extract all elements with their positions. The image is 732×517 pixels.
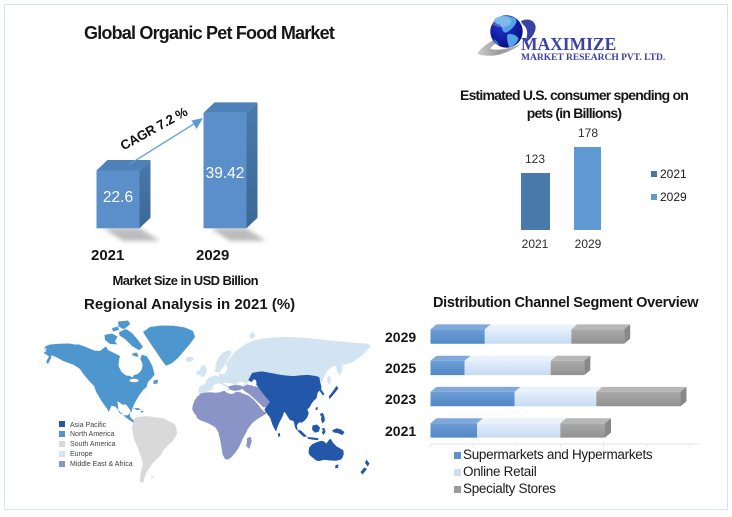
svg-text:MARKET RESEARCH PVT. LTD.: MARKET RESEARCH PVT. LTD. [521, 53, 665, 63]
svg-text:MAXIMIZE: MAXIMIZE [521, 34, 616, 54]
svg-text:CAGR 7.2 %: CAGR 7.2 % [118, 104, 191, 153]
svg-text:39.42: 39.42 [206, 165, 245, 182]
svg-text:22.6: 22.6 [103, 189, 133, 206]
